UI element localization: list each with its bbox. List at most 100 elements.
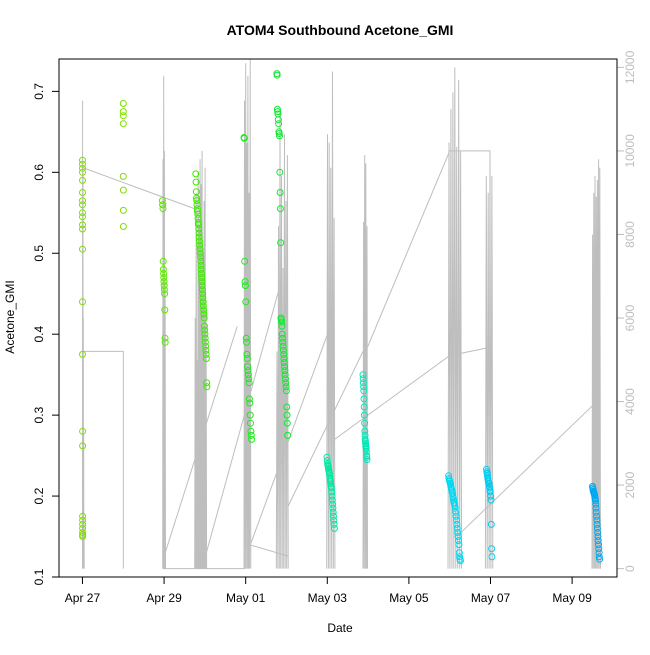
data-point: [79, 197, 86, 205]
data-point: [453, 516, 460, 524]
data-point: [200, 306, 208, 314]
data-point: [594, 529, 602, 536]
data-point: [453, 520, 461, 528]
x-tick-label: Apr 27: [65, 591, 101, 605]
data-point: [274, 116, 282, 124]
data-point: [278, 318, 286, 326]
data-point: [592, 508, 600, 516]
data-point: [243, 338, 250, 346]
data-point: [327, 484, 335, 492]
data-point: [596, 555, 604, 563]
data-point: [452, 508, 460, 516]
data-point: [274, 108, 282, 116]
altitude-transit-line: [367, 150, 491, 348]
data-point: [160, 270, 168, 277]
data-point: [242, 334, 250, 342]
data-point: [247, 427, 255, 435]
data-point: [195, 229, 203, 237]
data-point: [592, 497, 599, 505]
altitude-transit-line: [206, 292, 279, 553]
data-point: [79, 176, 86, 184]
data-point: [280, 359, 288, 366]
data-point: [194, 219, 202, 226]
data-point: [282, 379, 290, 387]
data-point: [273, 71, 281, 79]
data-point: [487, 496, 495, 504]
data-point: [241, 257, 249, 265]
chart-title: ATOM4 Southbound Acetone_GMI: [227, 22, 454, 38]
data-point: [193, 197, 201, 205]
data-point: [199, 294, 207, 302]
data-point: [194, 207, 201, 215]
data-point: [193, 194, 200, 202]
data-point: [284, 431, 292, 439]
data-point: [79, 201, 86, 209]
data-point: [595, 545, 603, 553]
data-point: [79, 168, 86, 176]
data-point: [452, 512, 460, 520]
data-point: [329, 500, 337, 508]
secondary-tick-label: 6000: [623, 304, 637, 331]
data-point: [595, 549, 603, 557]
data-point: [79, 533, 87, 540]
data-point: [79, 209, 86, 217]
y-tick-label: 0.7: [32, 83, 46, 100]
x-tick-label: May 05: [389, 591, 429, 605]
data-point: [278, 330, 286, 338]
data-point: [244, 367, 252, 375]
data-point: [448, 486, 456, 494]
data-point: [275, 130, 283, 137]
altitude-transit-line: [82, 167, 197, 210]
data-point: [277, 239, 285, 247]
data-point: [592, 500, 600, 508]
altitude-profile-line: [362, 155, 368, 569]
data-point: [456, 553, 464, 561]
data-point: [483, 465, 490, 473]
data-point: [193, 201, 201, 209]
data-point: [159, 257, 167, 265]
altitude-profile-line: [243, 58, 252, 569]
data-point: [362, 445, 370, 453]
data-point: [279, 346, 287, 354]
data-point: [198, 270, 205, 277]
data-point: [160, 278, 168, 286]
data-point: [119, 108, 127, 116]
data-point: [273, 105, 281, 113]
altitude-transit-line: [250, 334, 328, 544]
data-point: [160, 274, 168, 281]
data-point: [329, 504, 337, 512]
data-point: [201, 338, 209, 346]
data-point: [119, 172, 127, 180]
data-point: [281, 371, 289, 379]
data-point: [197, 265, 205, 273]
data-point: [282, 383, 290, 391]
data-point: [246, 399, 254, 407]
data-point: [199, 302, 207, 310]
data-point: [198, 278, 206, 286]
data-point: [192, 170, 200, 178]
altitude-profile-line: [447, 67, 463, 569]
data-point: [279, 338, 287, 346]
x-tick-label: Apr 29: [146, 591, 182, 605]
secondary-tick-label: 10000: [623, 134, 637, 168]
data-point: [487, 520, 495, 528]
data-point: [243, 350, 251, 358]
altitude-profile-line: [275, 109, 289, 569]
data-point: [245, 375, 253, 383]
data-point: [328, 496, 336, 504]
data-point: [203, 379, 211, 387]
data-point: [79, 221, 86, 229]
altitude-profile-line: [326, 71, 336, 569]
data-point: [161, 338, 169, 346]
data-point: [359, 371, 367, 379]
altitude-profile-line: [194, 150, 208, 569]
data-point: [282, 375, 289, 383]
plot-frame: [58, 58, 618, 578]
data-point: [593, 512, 601, 520]
altitude-layer: [81, 58, 601, 570]
secondary-tick-label: 2000: [623, 471, 637, 498]
data-point: [330, 524, 338, 532]
data-point: [196, 249, 204, 257]
